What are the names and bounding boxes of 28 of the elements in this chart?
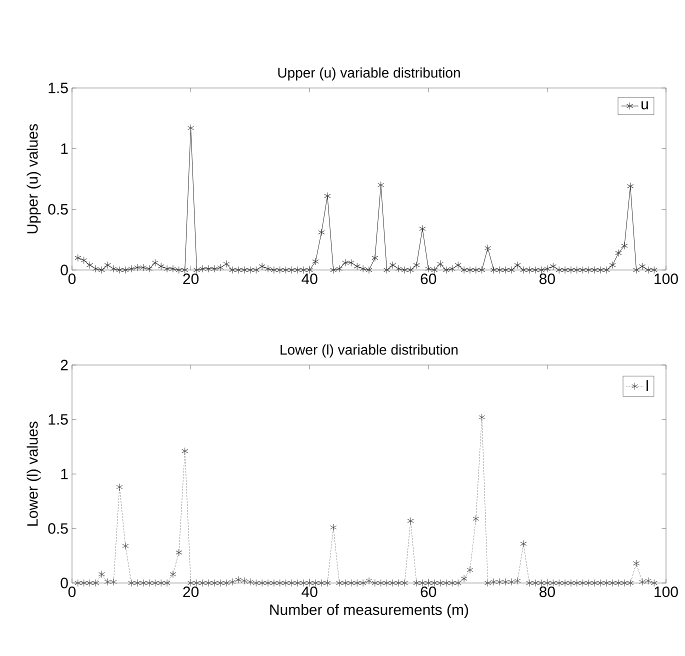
y-axis-title: Lower (l) values (26, 422, 41, 526)
legend-label: l (646, 380, 648, 391)
x-tick-label: 40 (302, 274, 318, 284)
x-tick-label: 40 (302, 586, 318, 598)
x-tick-label: 0 (68, 274, 76, 284)
y-axis-title: Upper (u) values (26, 124, 41, 234)
y-tick-label: 1.5 (48, 82, 68, 94)
y-tick-label: 0.5 (48, 523, 68, 534)
legend-label: u (642, 101, 648, 110)
x-tick-label: 80 (540, 586, 555, 598)
x-tick-label: 0 (68, 586, 76, 598)
y-tick-label: 1 (61, 144, 68, 154)
chart-title: Lower (l) variable distribution (280, 344, 458, 358)
x-tick-label: 20 (183, 586, 199, 598)
y-tick-label: 0.5 (48, 204, 68, 215)
x-tick-label: 100 (654, 586, 678, 598)
x-tick-label: 100 (654, 274, 678, 284)
chart-title: Upper (u) variable distribution (278, 67, 460, 80)
y-tick-label: 1 (61, 468, 68, 480)
x-tick-label: 60 (420, 274, 436, 284)
y-tick-label: 2 (60, 360, 68, 370)
x-axis-title: Number of measurements (m) (270, 604, 468, 618)
x-tick-label: 20 (183, 274, 199, 284)
y-tick-label: 1.5 (48, 414, 68, 425)
y-tick-label: 0 (60, 264, 68, 276)
y-tick-label: 0 (60, 578, 68, 588)
x-tick-label: 80 (540, 274, 555, 284)
x-tick-label: 60 (420, 586, 436, 598)
